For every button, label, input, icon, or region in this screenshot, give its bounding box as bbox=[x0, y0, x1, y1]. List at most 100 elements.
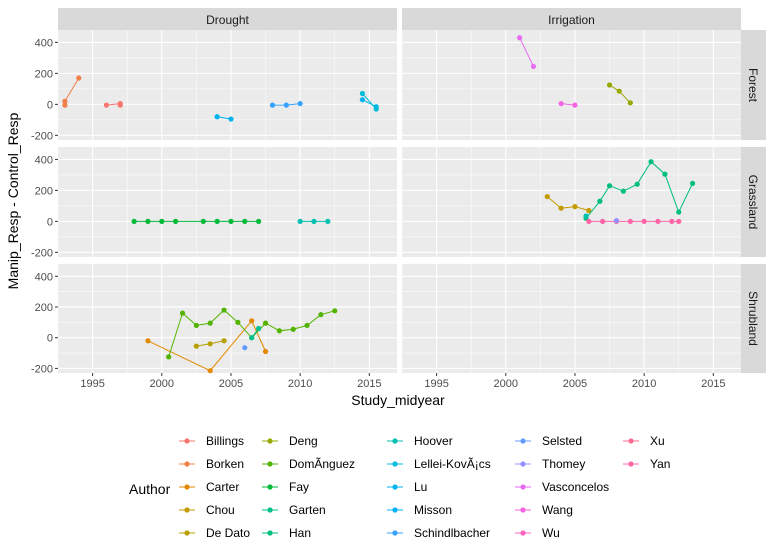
legend-item: Wu bbox=[515, 526, 560, 540]
legend-item: Misson bbox=[387, 503, 452, 517]
data-point bbox=[304, 322, 310, 329]
y-axis-title: Manip_Resp - Control_Resp bbox=[5, 112, 21, 289]
panel-background bbox=[58, 30, 397, 140]
x-tick-label: 2010 bbox=[288, 378, 312, 390]
data-point bbox=[297, 100, 303, 107]
legend-title: Author bbox=[129, 481, 171, 497]
data-point bbox=[627, 100, 633, 106]
legend-item: Lu bbox=[387, 480, 427, 494]
legend-label: Schindlbacher bbox=[414, 526, 490, 540]
data-point bbox=[600, 218, 606, 224]
data-point bbox=[76, 75, 82, 81]
data-point bbox=[669, 218, 675, 224]
y-tick-label: 0 bbox=[47, 216, 53, 228]
data-point bbox=[256, 218, 262, 224]
chart-panels bbox=[57, 30, 741, 374]
data-point bbox=[276, 328, 282, 334]
legend-label: Billings bbox=[206, 434, 244, 448]
legend-label: Hoover bbox=[414, 434, 453, 448]
data-point bbox=[235, 319, 241, 325]
data-point bbox=[676, 218, 682, 224]
legend-key-point bbox=[392, 484, 398, 490]
legend-item: Carter bbox=[179, 480, 239, 494]
legend-key-point bbox=[392, 461, 398, 467]
legend-label: Fay bbox=[289, 480, 309, 494]
facet-strip-right bbox=[741, 264, 766, 373]
legend-label: Yan bbox=[650, 457, 670, 471]
data-point bbox=[558, 205, 564, 211]
y-axis-ticks: -200 0 200 400 -200 0 200 400 -200 0 200 400 bbox=[31, 37, 58, 375]
y-tick-label: 400 bbox=[35, 37, 53, 49]
legend-item: Selsted bbox=[515, 434, 582, 448]
legend: Author Billings Borken Carter Chou De Dato Den… bbox=[129, 434, 670, 540]
data-point bbox=[373, 106, 379, 112]
legend-label: De Dato bbox=[206, 526, 250, 540]
y-tick-label: 200 bbox=[35, 302, 53, 314]
data-point bbox=[572, 204, 578, 210]
facet-label-grassland: Grassland bbox=[746, 175, 760, 230]
legend-item: Xu bbox=[623, 434, 665, 448]
data-point bbox=[193, 322, 199, 329]
series-borken bbox=[62, 102, 68, 108]
legend-item: Lellei-KovÃ¡cs bbox=[387, 457, 491, 471]
x-tick-label: 2000 bbox=[494, 378, 518, 390]
x-axis-title: Study_midyear bbox=[351, 392, 445, 408]
data-point bbox=[207, 320, 213, 326]
y-tick-label: 200 bbox=[35, 185, 53, 197]
legend-key-point bbox=[267, 530, 273, 536]
y-tick-label: 400 bbox=[35, 154, 53, 166]
legend-key-point bbox=[184, 484, 190, 490]
legend-label: Wu bbox=[542, 526, 560, 540]
series-thomey bbox=[613, 217, 620, 224]
legend-key-point bbox=[267, 484, 273, 490]
data-point bbox=[62, 102, 68, 108]
facet-label-drought: Drought bbox=[206, 13, 249, 27]
legend-key-point bbox=[184, 530, 190, 536]
data-point bbox=[655, 218, 661, 224]
data-point bbox=[530, 63, 537, 70]
series-line bbox=[546, 196, 589, 211]
data-point bbox=[627, 218, 633, 224]
data-point bbox=[221, 307, 227, 313]
legend-item: DomÃ­nguez bbox=[262, 457, 355, 471]
data-point bbox=[616, 88, 622, 94]
data-point bbox=[586, 207, 592, 214]
x-tick-label: 2005 bbox=[219, 378, 243, 390]
data-point bbox=[597, 198, 603, 204]
data-point bbox=[262, 348, 269, 355]
y-tick-label: -200 bbox=[31, 130, 53, 142]
legend-label: Carter bbox=[206, 480, 239, 494]
data-point bbox=[228, 218, 234, 224]
x-axis-ticks: 1995 2000 2005 2010 2015 1995 2000 2005 2010 2015 bbox=[80, 373, 726, 390]
x-tick-label: 2000 bbox=[150, 378, 174, 390]
legend-key-point bbox=[267, 461, 273, 467]
legend-key-point bbox=[184, 507, 190, 513]
legend-item: Vasconcelos bbox=[515, 480, 609, 494]
data-point bbox=[586, 218, 592, 224]
legend-label: Wang bbox=[542, 503, 573, 517]
data-point bbox=[283, 102, 289, 108]
facet-strip-top bbox=[402, 8, 741, 30]
facet-strip-right bbox=[741, 147, 766, 257]
y-tick-label: 200 bbox=[35, 68, 53, 80]
data-point bbox=[228, 116, 234, 122]
data-point bbox=[689, 180, 696, 187]
legend-key-point bbox=[520, 438, 526, 444]
panel-drought-forest bbox=[57, 30, 397, 140]
data-point bbox=[583, 213, 589, 219]
facet-label-irrigation: Irrigation bbox=[548, 13, 595, 27]
panel-background bbox=[402, 147, 741, 257]
data-point bbox=[332, 308, 338, 314]
y-tick-label: -200 bbox=[31, 363, 53, 375]
legend-key-point bbox=[392, 530, 398, 536]
facet-strips: Drought Irrigation Forest Grassland Shrublan… bbox=[58, 8, 766, 373]
data-point bbox=[613, 217, 620, 224]
legend-item: Fay bbox=[262, 480, 309, 494]
legend-item: Chou bbox=[179, 503, 235, 517]
panel-drought-shrubland bbox=[57, 264, 397, 373]
legend-key-point bbox=[520, 530, 526, 536]
panel-background bbox=[402, 30, 741, 140]
series-lellei-kov-cs bbox=[359, 90, 379, 112]
series-wang bbox=[558, 100, 578, 108]
legend-item: Schindlbacher bbox=[387, 526, 490, 540]
